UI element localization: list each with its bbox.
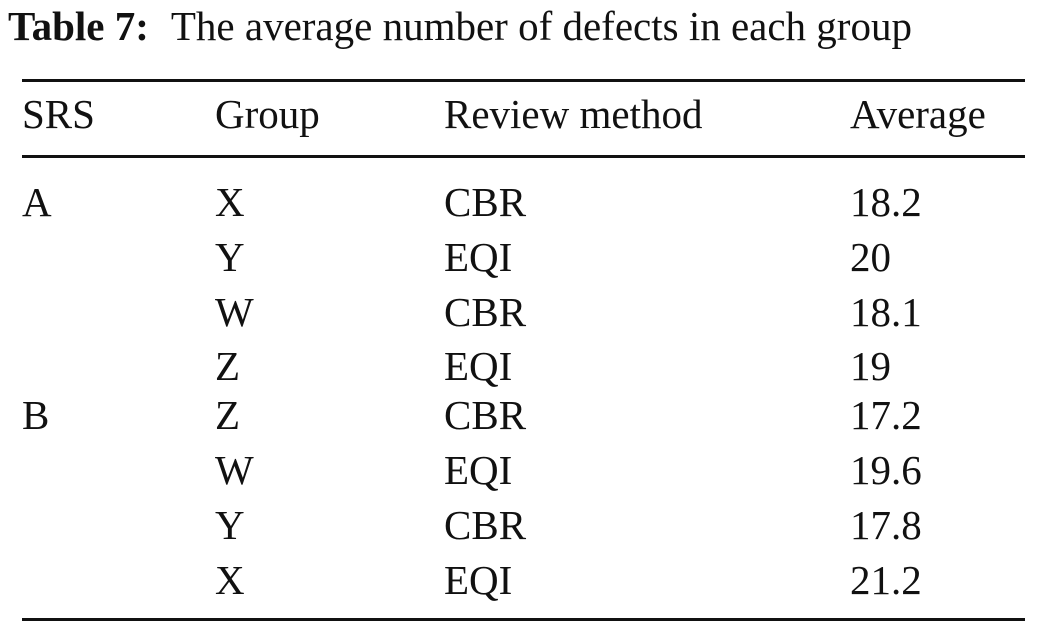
header-average: Average <box>850 91 986 137</box>
table-row: Y CBR 17.8 <box>0 498 1050 552</box>
cell-group: X <box>215 179 245 225</box>
cell-average: 20 <box>850 234 891 280</box>
cell-average: 17.8 <box>850 502 922 548</box>
cell-group: Z <box>215 392 241 438</box>
table-header-rule <box>22 155 1025 158</box>
table-row: A X CBR 18.2 <box>0 175 1050 229</box>
table-row: X EQI 21.2 <box>0 553 1050 607</box>
cell-average: 18.2 <box>850 179 922 225</box>
cell-average: 17.2 <box>850 392 922 438</box>
cell-review-method: EQI <box>444 557 513 603</box>
cell-group: W <box>215 447 254 493</box>
table-top-rule <box>22 79 1025 82</box>
cell-average: 19 <box>850 343 891 389</box>
table-row: W CBR 18.1 <box>0 285 1050 339</box>
header-srs: SRS <box>22 91 95 137</box>
header-review-method: Review method <box>444 91 703 137</box>
table-header-row: SRS Group Review method Average <box>0 87 1050 141</box>
cell-review-method: CBR <box>444 179 527 225</box>
cell-review-method: CBR <box>444 502 527 548</box>
table-caption: Table 7: The average number of defects in… <box>8 0 912 52</box>
cell-review-method: EQI <box>444 343 513 389</box>
cell-review-method: EQI <box>444 447 513 493</box>
table-row: Y EQI 20 <box>0 230 1050 284</box>
cell-group: Z <box>215 343 241 389</box>
cell-review-method: CBR <box>444 289 527 335</box>
cell-average: 21.2 <box>850 557 922 603</box>
table-caption-text: The average number of defects in each gr… <box>170 3 912 49</box>
cell-average: 18.1 <box>850 289 922 335</box>
cell-group: W <box>215 289 254 335</box>
cell-group: Y <box>215 234 245 280</box>
cell-srs: A <box>22 179 52 225</box>
header-group: Group <box>215 91 320 137</box>
cell-average: 19.6 <box>850 447 922 493</box>
cell-review-method: EQI <box>444 234 513 280</box>
table-row: B Z CBR 17.2 <box>0 388 1050 442</box>
table-caption-label: Table 7: <box>8 3 149 49</box>
cell-group: X <box>215 557 245 603</box>
cell-srs: B <box>22 392 50 438</box>
table-row: Z EQI 19 <box>0 339 1050 393</box>
table-row: W EQI 19.6 <box>0 443 1050 497</box>
cell-group: Y <box>215 502 245 548</box>
cell-review-method: CBR <box>444 392 527 438</box>
table-bottom-rule <box>22 618 1025 621</box>
